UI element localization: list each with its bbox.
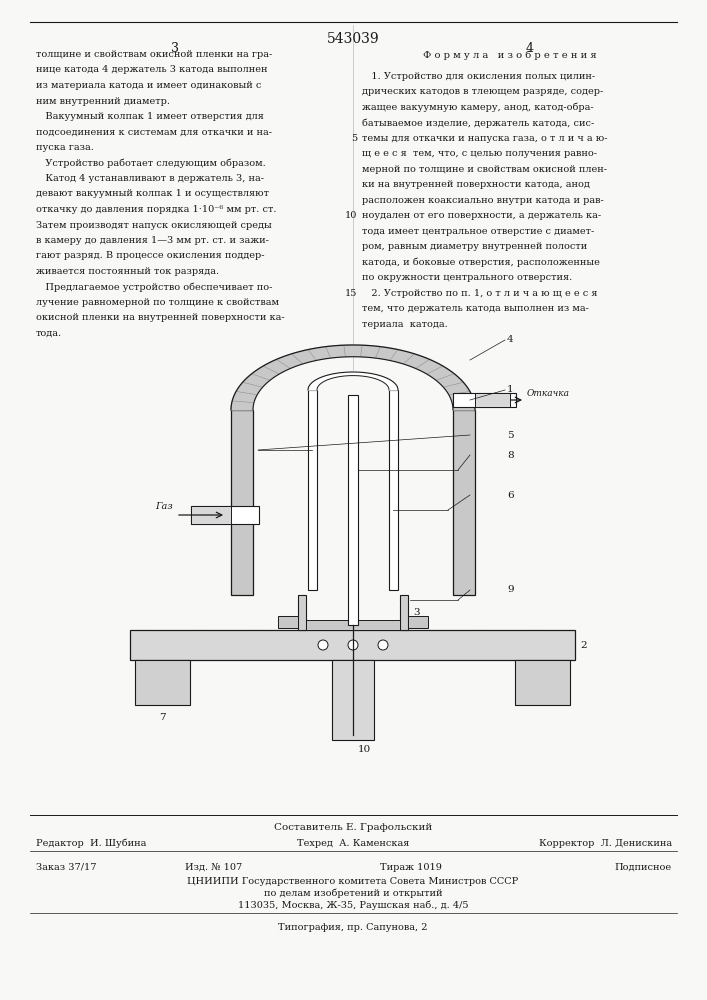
Text: Редактор  И. Шубина: Редактор И. Шубина	[36, 839, 146, 848]
Circle shape	[348, 640, 358, 650]
Text: катода, и боковые отверстия, расположенные: катода, и боковые отверстия, расположенн…	[362, 258, 600, 267]
Text: Катод 4 устанавливают в держатель 3, на-: Катод 4 устанавливают в держатель 3, на-	[36, 174, 264, 183]
Text: расположен коаксиально внутри катода и рав-: расположен коаксиально внутри катода и р…	[362, 196, 604, 205]
Text: 10: 10	[358, 745, 371, 754]
Text: девают вакуумный колпак 1 и осуществляют: девают вакуумный колпак 1 и осуществляют	[36, 190, 269, 198]
Text: толщине и свойствам окисной пленки на гра-: толщине и свойствам окисной пленки на гр…	[36, 50, 272, 59]
Text: 3: 3	[413, 608, 420, 617]
Text: по окружности центрального отверстия.: по окружности центрального отверстия.	[362, 273, 572, 282]
Bar	[306, 620, 400, 630]
Text: Вакуумный колпак 1 имеет отверстия для: Вакуумный колпак 1 имеет отверстия для	[36, 112, 264, 121]
Text: батываемое изделие, держатель катода, сис-: батываемое изделие, держатель катода, си…	[362, 118, 595, 128]
Text: пуска газа.: пуска газа.	[36, 143, 94, 152]
Text: 3: 3	[171, 42, 179, 55]
Text: 4: 4	[526, 42, 534, 55]
Bar	[231, 410, 253, 595]
Text: 1: 1	[507, 385, 513, 394]
Text: ки на внутренней поверхности катода, анод: ки на внутренней поверхности катода, ано…	[362, 180, 590, 189]
Bar	[298, 595, 306, 630]
Bar	[453, 393, 516, 407]
Bar	[389, 390, 398, 590]
Text: Заказ 37/17: Заказ 37/17	[36, 863, 96, 872]
Text: дрических катодов в тлеющем разряде, содер-: дрических катодов в тлеющем разряде, сод…	[362, 87, 603, 96]
Text: нице катода 4 держатель 3 катода выполнен: нице катода 4 держатель 3 катода выполне…	[36, 66, 267, 75]
Circle shape	[318, 640, 328, 650]
Text: живается постоянный ток разряда.: живается постоянный ток разряда.	[36, 267, 219, 276]
Text: 9: 9	[507, 585, 513, 594]
Bar	[332, 660, 374, 740]
Polygon shape	[308, 372, 398, 390]
Text: ром, равным диаметру внутренней полости: ром, равным диаметру внутренней полости	[362, 242, 588, 251]
Text: Корректор  Л. Денискина: Корректор Л. Денискина	[539, 839, 672, 848]
Bar	[278, 616, 298, 628]
Text: Техред  А. Каменская: Техред А. Каменская	[297, 839, 409, 848]
Text: окисной пленки на внутренней поверхности ка-: окисной пленки на внутренней поверхности…	[36, 314, 285, 322]
Text: Затем производят напуск окисляющей среды: Затем производят напуск окисляющей среды	[36, 221, 271, 230]
Circle shape	[378, 640, 388, 650]
Text: гают разряд. В процессе окисления поддер-: гают разряд. В процессе окисления поддер…	[36, 251, 264, 260]
Text: Составитель Е. Графольский: Составитель Е. Графольский	[274, 823, 432, 832]
Text: Откачка: Откачка	[527, 389, 570, 398]
Bar	[130, 630, 575, 660]
Bar	[408, 616, 428, 628]
Text: 8: 8	[507, 450, 513, 460]
Bar	[135, 660, 190, 705]
Bar	[308, 390, 317, 590]
Text: ноудален от его поверхности, а держатель ка-: ноудален от его поверхности, а держатель…	[362, 211, 601, 220]
Text: ним внутренний диаметр.: ним внутренний диаметр.	[36, 97, 170, 105]
Bar	[400, 595, 408, 630]
Text: в камеру до давления 1—3 мм рт. ст. и зажи-: в камеру до давления 1—3 мм рт. ст. и за…	[36, 236, 269, 245]
Text: по делам изобретений и открытий: по делам изобретений и открытий	[264, 889, 443, 898]
Text: тода.: тода.	[36, 329, 62, 338]
Text: 113035, Москва, Ж-35, Раушская наб., д. 4/5: 113035, Москва, Ж-35, Раушская наб., д. …	[238, 901, 468, 910]
Bar	[348, 395, 358, 625]
Text: Подписное: Подписное	[615, 863, 672, 872]
Polygon shape	[231, 345, 475, 410]
Text: Изд. № 107: Изд. № 107	[185, 863, 243, 872]
Text: тем, что держатель катода выполнен из ма-: тем, что держатель катода выполнен из ма…	[362, 304, 589, 313]
Text: Газ: Газ	[156, 502, 173, 511]
Text: Ф о р м у л а   и з о б р е т е н и я: Ф о р м у л а и з о б р е т е н и я	[423, 50, 597, 60]
Text: териала  катода.: териала катода.	[362, 320, 448, 329]
Text: темы для откачки и напуска газа, о т л и ч а ю-: темы для откачки и напуска газа, о т л и…	[362, 134, 607, 143]
Bar	[191, 506, 231, 524]
Text: Типография, пр. Сапунова, 2: Типография, пр. Сапунова, 2	[279, 923, 428, 932]
Text: 7: 7	[159, 713, 166, 722]
Text: лучение равномерной по толщине к свойствам: лучение равномерной по толщине к свойств…	[36, 298, 279, 307]
Text: подсоединения к системам для откачки и на-: подсоединения к системам для откачки и н…	[36, 127, 272, 136]
Text: мерной по толщине и свойствам окисной плен-: мерной по толщине и свойствам окисной пл…	[362, 165, 607, 174]
Text: тода имеет центральное отверстие с диамет-: тода имеет центральное отверстие с диаме…	[362, 227, 595, 236]
Text: 5: 5	[351, 134, 357, 143]
Bar	[453, 410, 475, 595]
Text: 543039: 543039	[327, 32, 380, 46]
Text: Предлагаемое устройство обеспечивает по-: Предлагаемое устройство обеспечивает по-	[36, 282, 272, 292]
Text: 15: 15	[344, 289, 357, 298]
Text: 6: 6	[507, 490, 513, 499]
Bar	[191, 506, 259, 524]
Text: 2. Устройство по п. 1, о т л и ч а ю щ е е с я: 2. Устройство по п. 1, о т л и ч а ю щ е…	[362, 289, 597, 298]
Text: щ е е с я  тем, что, с целью получения равно-: щ е е с я тем, что, с целью получения ра…	[362, 149, 597, 158]
Bar	[475, 393, 510, 407]
Text: Тираж 1019: Тираж 1019	[380, 863, 442, 872]
Text: 5: 5	[507, 430, 513, 440]
Text: 4: 4	[507, 336, 513, 344]
Bar	[515, 660, 570, 705]
Text: жащее вакуумную камеру, анод, катод-обра-: жащее вакуумную камеру, анод, катод-обра…	[362, 103, 594, 112]
Text: 1. Устройство для окисления полых цилин-: 1. Устройство для окисления полых цилин-	[362, 72, 595, 81]
Text: ЦНИИПИ Государственного комитета Совета Министров СССР: ЦНИИПИ Государственного комитета Совета …	[187, 877, 519, 886]
Text: 2: 2	[580, 641, 587, 650]
Text: Устройство работает следующим образом.: Устройство работает следующим образом.	[36, 158, 266, 168]
Text: 10: 10	[344, 211, 357, 220]
Text: из материала катода и имеет одинаковый с: из материала катода и имеет одинаковый с	[36, 81, 262, 90]
Text: откачку до давления порядка 1·10⁻⁶ мм рт. ст.: откачку до давления порядка 1·10⁻⁶ мм рт…	[36, 205, 276, 214]
